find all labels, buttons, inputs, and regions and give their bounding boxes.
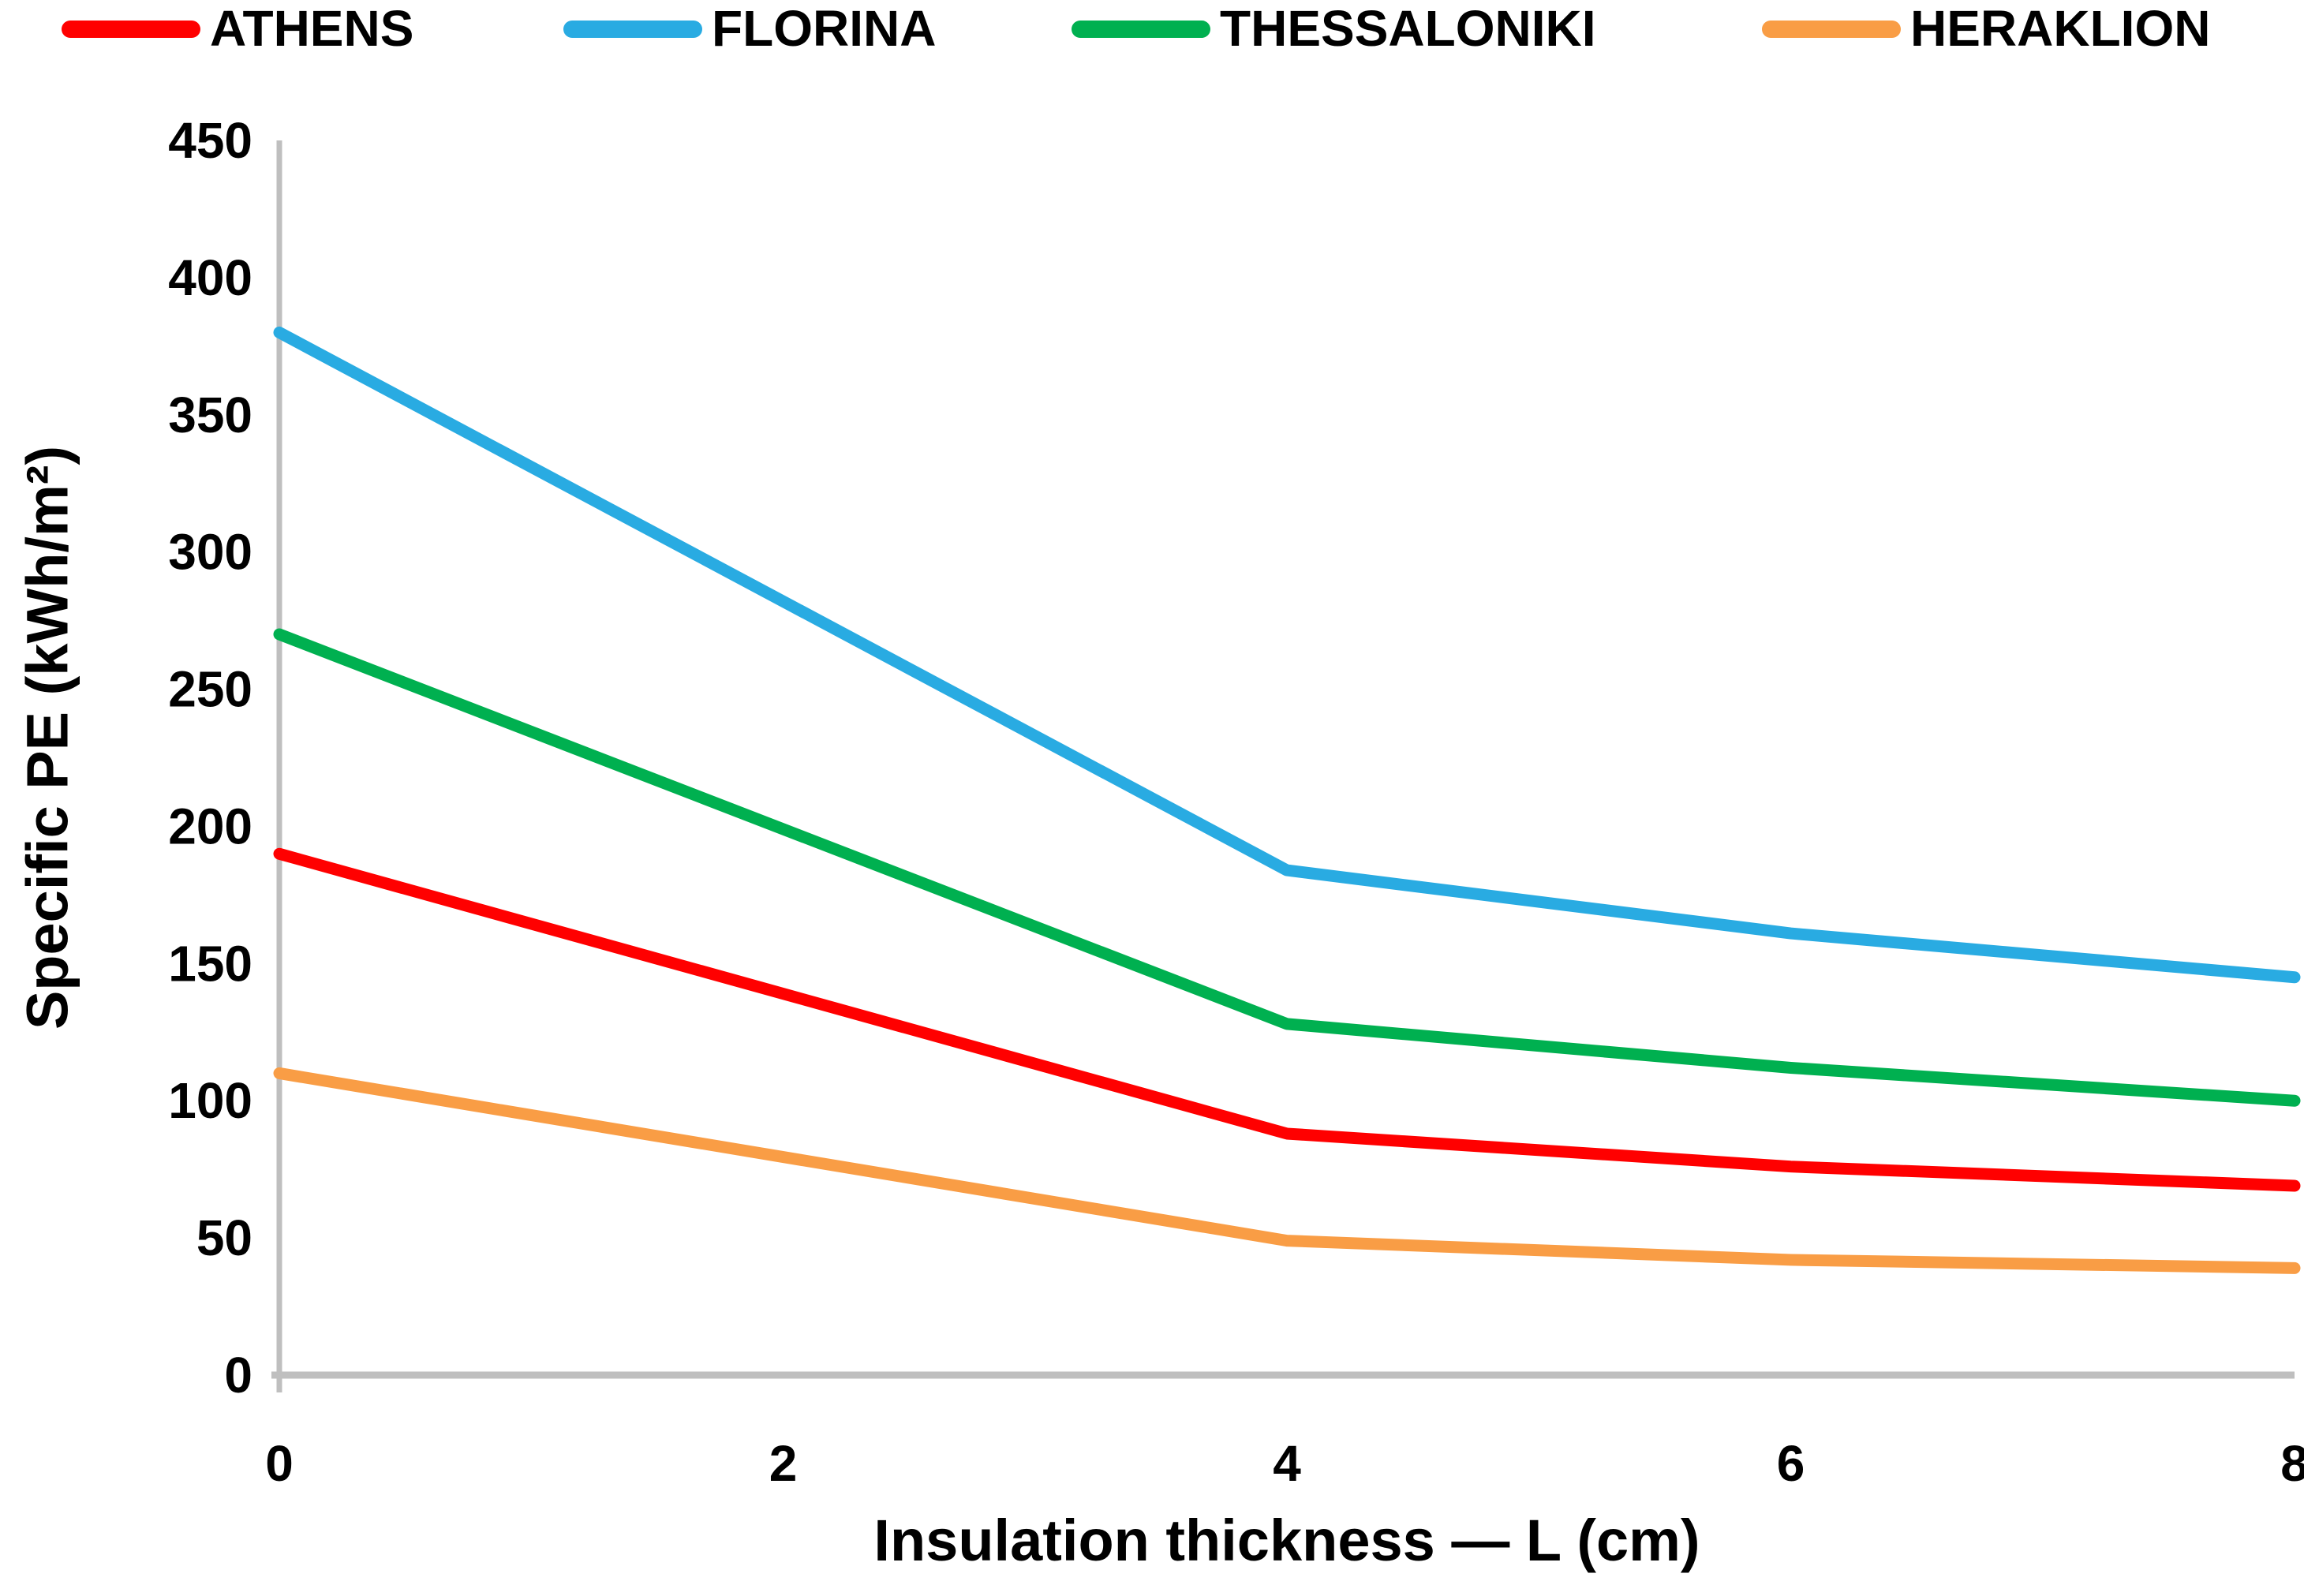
legend-label-thessaloniki: THESSALONIKI [1220, 0, 1596, 57]
legend-label-athens: ATHENS [210, 0, 414, 57]
y-tick-label: 200 [168, 798, 252, 854]
y-tick-label: 250 [168, 661, 252, 718]
y-tick-label: 400 [168, 249, 252, 306]
y-tick-label: 100 [168, 1072, 252, 1129]
x-axis-title: Insulation thickness — L (cm) [873, 1508, 1700, 1573]
y-tick-label: 300 [168, 524, 252, 581]
series-line-heraklion [273, 1067, 2301, 1274]
legend-label-heraklion: HERAKLION [1910, 0, 2211, 57]
legend-swatch-thessaloniki [1072, 21, 1210, 38]
series-line-florina [273, 326, 2301, 984]
y-tick-label: 50 [196, 1209, 252, 1266]
x-tick-label: 6 [1777, 1435, 1805, 1492]
y-axis-title: Specific PE (kWh/m²) [14, 445, 80, 1030]
legend-swatch-athens [62, 21, 200, 38]
y-tick-label: 350 [168, 387, 252, 443]
x-tick-label: 8 [2280, 1435, 2304, 1492]
y-tick-label: 0 [224, 1347, 252, 1404]
y-tick-label: 450 [168, 112, 252, 169]
legend-label-florina: FLORINA [712, 0, 937, 57]
series-line-athens [273, 847, 2301, 1192]
y-tick-label: 150 [168, 935, 252, 992]
legend-swatch-florina [563, 21, 702, 38]
x-tick-label: 2 [769, 1435, 798, 1492]
x-tick-label: 0 [265, 1435, 294, 1492]
legend-swatch-heraklion [1762, 21, 1901, 38]
series-line-thessaloniki [273, 628, 2301, 1107]
x-tick-label: 4 [1273, 1435, 1301, 1492]
